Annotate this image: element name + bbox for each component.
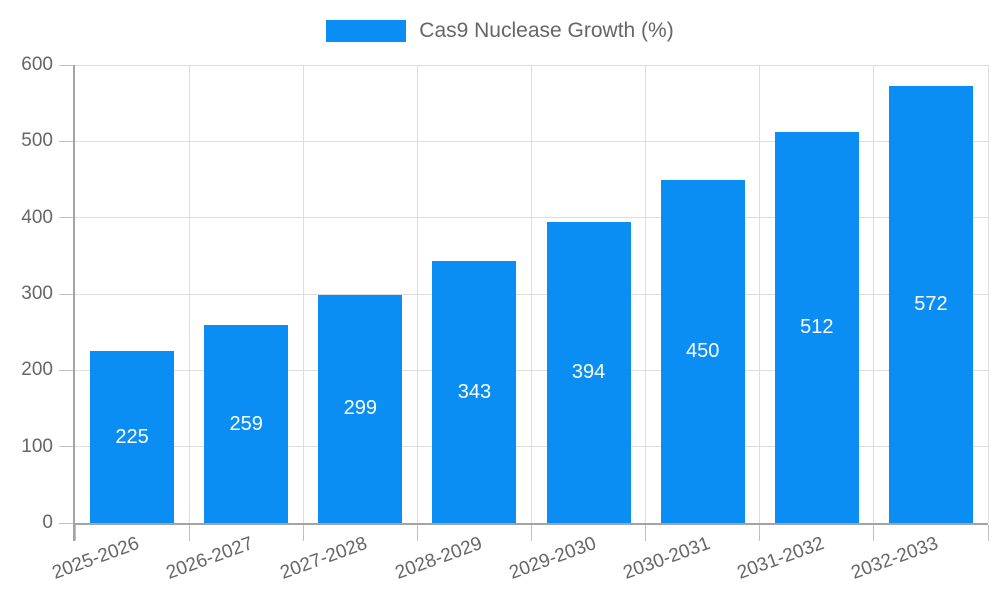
gridline-v bbox=[873, 65, 875, 523]
y-axis-tick bbox=[59, 217, 75, 219]
bar[interactable]: 259 bbox=[204, 325, 289, 523]
gridline-v bbox=[302, 65, 304, 523]
bar-value-label: 512 bbox=[800, 316, 834, 339]
x-axis-tick bbox=[74, 525, 76, 541]
x-axis-category-label: 2031-2032 bbox=[734, 533, 827, 584]
gridline-v bbox=[188, 65, 190, 523]
gridline-v bbox=[987, 65, 989, 523]
x-axis-tick bbox=[188, 525, 190, 541]
bar-value-label: 450 bbox=[686, 339, 720, 362]
y-axis-tick-label: 500 bbox=[21, 130, 53, 152]
y-axis-tick-label: 600 bbox=[21, 54, 53, 75]
bar[interactable]: 225 bbox=[90, 351, 175, 523]
bar-value-label: 572 bbox=[914, 293, 948, 316]
x-axis-category-label: 2030-2031 bbox=[620, 533, 713, 584]
x-axis-category-label: 2025-2026 bbox=[49, 533, 143, 584]
x-axis-category-label: 2027-2028 bbox=[277, 533, 371, 584]
bar-value-label: 394 bbox=[571, 361, 606, 384]
legend-swatch bbox=[326, 20, 407, 42]
y-axis-tick bbox=[59, 64, 75, 66]
gridline-v bbox=[531, 65, 532, 523]
x-axis-line bbox=[75, 523, 988, 525]
x-axis-tick bbox=[416, 525, 418, 541]
x-axis-tick bbox=[302, 525, 304, 541]
gridline-v bbox=[416, 65, 418, 523]
bar[interactable]: 394 bbox=[546, 222, 631, 523]
bar-value-label: 343 bbox=[457, 380, 492, 403]
gridline-v bbox=[645, 65, 647, 523]
legend-label: Cas9 Nuclease Growth (%) bbox=[419, 19, 674, 42]
y-axis-tick-label: 200 bbox=[21, 359, 53, 381]
y-axis-tick bbox=[59, 293, 75, 295]
y-axis-tick-label: 300 bbox=[21, 283, 53, 304]
y-axis-tick-label: 400 bbox=[21, 206, 53, 228]
x-axis-tick bbox=[759, 525, 761, 541]
x-axis-category-label: 2026-2027 bbox=[163, 533, 257, 584]
gridline-v bbox=[759, 65, 761, 523]
bar-value-label: 299 bbox=[343, 397, 377, 420]
x-axis-category-label: 2028-2029 bbox=[392, 533, 485, 584]
x-axis-tick bbox=[987, 525, 989, 541]
y-axis-tick bbox=[59, 369, 75, 371]
bar[interactable]: 299 bbox=[318, 294, 403, 523]
x-axis-category-label: 2029-2030 bbox=[506, 533, 599, 584]
y-axis-tick bbox=[59, 140, 75, 142]
y-axis-tick bbox=[59, 522, 75, 524]
x-axis-tick bbox=[873, 525, 875, 541]
x-axis-category-label: 2032-2033 bbox=[848, 533, 942, 584]
x-axis-tick bbox=[531, 525, 532, 541]
bar-value-label: 225 bbox=[115, 425, 149, 448]
bar[interactable]: 512 bbox=[774, 132, 859, 523]
bar[interactable]: 343 bbox=[432, 261, 517, 523]
y-axis-tick bbox=[59, 446, 75, 448]
bar[interactable]: 572 bbox=[888, 86, 973, 523]
bar-value-label: 259 bbox=[229, 412, 263, 435]
y-axis-line bbox=[73, 65, 75, 541]
x-axis-tick bbox=[645, 525, 647, 541]
y-axis-tick-label: 0 bbox=[42, 512, 53, 533]
y-axis-tick-label: 100 bbox=[21, 435, 53, 457]
legend-item[interactable]: Cas9 Nuclease Growth (%) bbox=[326, 19, 674, 43]
bar[interactable]: 450 bbox=[660, 179, 745, 523]
legend: Cas9 Nuclease Growth (%) bbox=[0, 19, 1000, 43]
